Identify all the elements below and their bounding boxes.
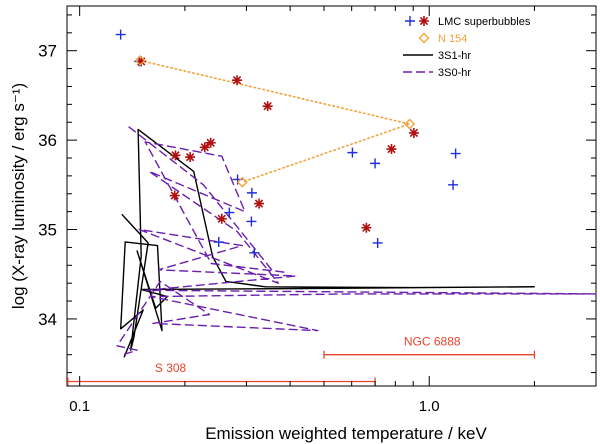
lmc-plus-marker [246, 187, 257, 198]
x-axis-label: Emission weighted temperature / keV [205, 424, 487, 443]
legend-label-s0: 3S0-hr [438, 67, 471, 79]
lmc-star-marker [216, 213, 227, 224]
lmc-star-marker [232, 75, 243, 86]
series-line-3s0-hr [116, 126, 597, 356]
y-tick-label: 35 [38, 221, 57, 240]
legend-lmc-star-icon [419, 16, 429, 26]
range-label-s-308: S 308 [155, 361, 187, 375]
lmc-star-marker [170, 150, 181, 161]
lmc-star-marker [185, 152, 196, 163]
lmc-plus-marker [115, 29, 126, 40]
tick-labels: 0.1 1.0 34 35 36 37 [38, 42, 440, 415]
legend-label-n154: N 154 [438, 33, 467, 45]
y-tick-label: 36 [38, 131, 57, 150]
legend: LMC superbubbles N 154 3S1-hr 3S0-hr [403, 16, 531, 79]
lmc-star-marker [199, 142, 210, 153]
y-tick-label: 34 [38, 310, 57, 329]
legend-n154-diamond-icon [418, 32, 430, 44]
lmc-plus-marker [213, 237, 224, 248]
lmc-plus-marker [370, 158, 381, 169]
lmc-star-marker [136, 56, 147, 67]
x-tick-label: 0.1 [69, 398, 90, 415]
series-line-3s1-hr [119, 128, 535, 358]
lmc-plus-marker [224, 207, 235, 218]
legend-label-lmc: LMC superbubbles [438, 16, 531, 28]
n154-connector-line [139, 59, 413, 183]
n154-diamond-marker [134, 55, 146, 67]
lmc-star-marker [254, 198, 265, 209]
n154-diamond-marker [404, 118, 416, 130]
lmc-plus-marker [249, 247, 260, 258]
n154-line [139, 59, 413, 183]
y-tick-label: 37 [38, 42, 57, 61]
lmc-plus-marker [347, 147, 358, 158]
axis-ticks [67, 6, 596, 386]
lmc-plus-marker [246, 216, 257, 227]
lmc-plus-marker [448, 179, 459, 190]
lmc-star-marker [408, 127, 419, 138]
legend-label-s1: 3S1-hr [438, 50, 471, 62]
range-label-ngc-6888: NGC 6888 [404, 334, 461, 348]
lmc-star-marker [262, 101, 273, 112]
x-tick-label: 1.0 [419, 398, 440, 415]
y-axis-label: log (X-ray luminosity / erg s⁻¹) [9, 83, 28, 309]
model-tracks [116, 126, 597, 358]
lmc-plus-marker [372, 237, 383, 248]
lmc-plus-marker [450, 148, 461, 159]
lmc-star-marker [169, 190, 180, 201]
n154-markers [134, 55, 416, 188]
lmc-star-marker [361, 222, 372, 233]
n154-diamond-marker [236, 176, 248, 188]
plot-frame [66, 5, 597, 387]
lmc-star-marker [386, 144, 397, 155]
lmc-star-marker [205, 137, 216, 148]
legend-lmc-plus-icon [405, 16, 415, 26]
